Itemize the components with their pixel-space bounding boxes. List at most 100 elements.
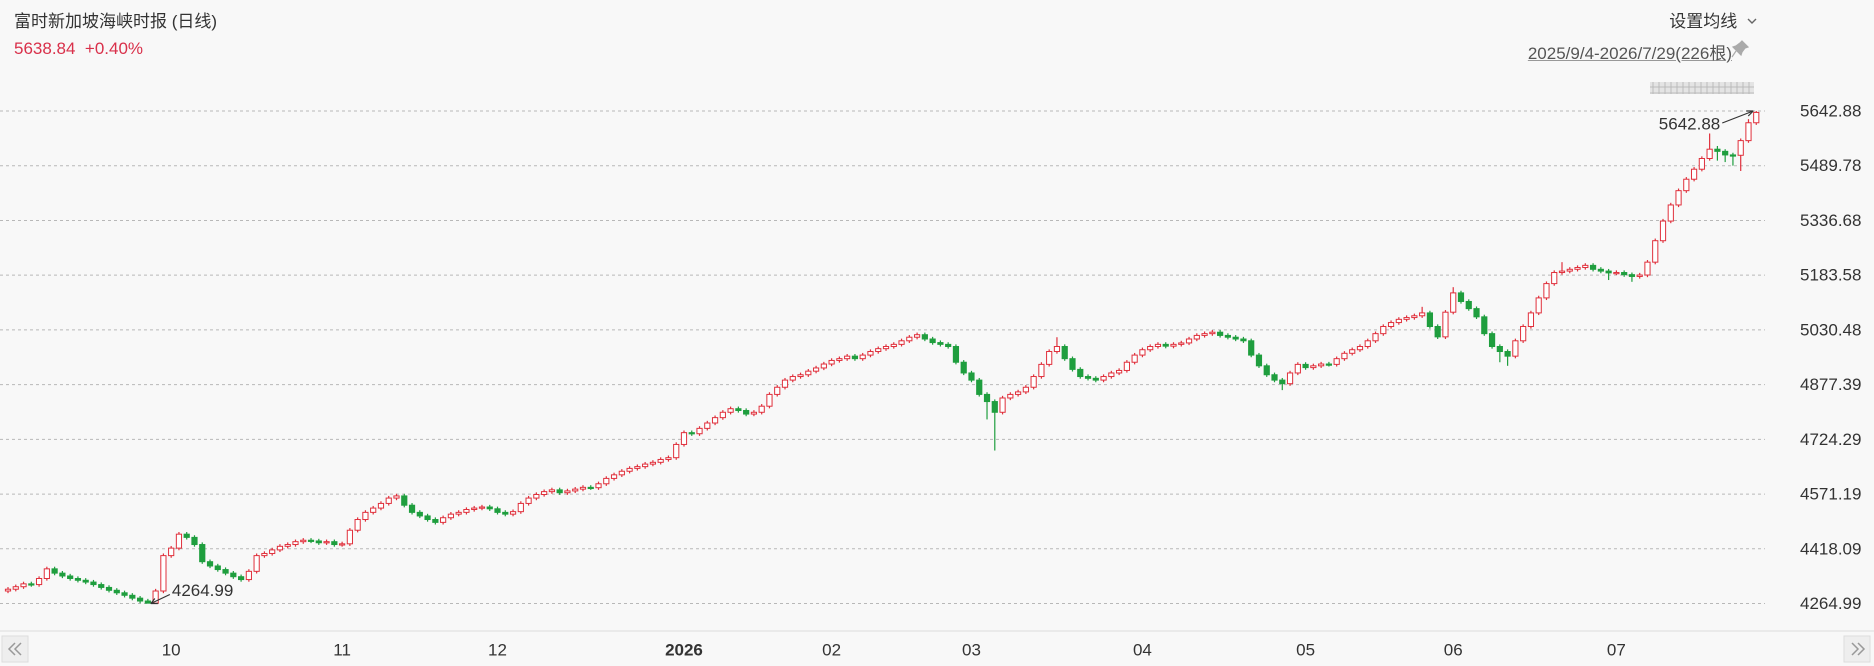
ma-setting-label: 设置均线 — [1669, 12, 1738, 31]
candle-body — [1395, 318, 1402, 324]
candle-body — [719, 411, 726, 419]
candle-body — [51, 568, 58, 574]
candle-body — [191, 536, 198, 546]
candle-body — [836, 358, 843, 361]
candle-body — [688, 432, 695, 435]
candle-body — [579, 486, 587, 490]
candle-body — [758, 405, 765, 413]
candle-body — [906, 336, 913, 342]
candle-body — [1566, 268, 1573, 272]
candle-body — [261, 552, 268, 557]
candle-body — [1450, 292, 1457, 313]
candle-body — [1737, 140, 1744, 156]
candle-body — [1139, 349, 1146, 356]
price-change: +0.40% — [84, 39, 144, 58]
candle-body — [1318, 363, 1325, 367]
candle-body — [844, 355, 851, 360]
candle-body — [1333, 358, 1340, 365]
candle-body — [1426, 312, 1434, 327]
candle-body — [1496, 346, 1503, 353]
candle-body — [362, 511, 369, 521]
candle-body — [315, 540, 322, 544]
candle-body — [1457, 292, 1465, 302]
candle-body — [1372, 333, 1379, 342]
x-tick-label: 06 — [1444, 640, 1463, 659]
candle-body — [1061, 346, 1068, 360]
candle-body — [1154, 343, 1162, 348]
candle-body — [572, 488, 579, 492]
candle-body — [657, 458, 664, 463]
candle-body — [1310, 365, 1317, 369]
candle-body — [1628, 274, 1636, 277]
candle-body — [432, 519, 439, 523]
candle-body — [1356, 346, 1364, 351]
x-tick-label: 05 — [1296, 640, 1315, 659]
candle-body — [1621, 272, 1628, 276]
date-range[interactable]: 2025/9/4-2026/7/29(226根) — [1527, 44, 1732, 63]
y-tick-label: 5030.48 — [1800, 320, 1861, 339]
candle-body — [346, 529, 353, 545]
candle-body — [913, 334, 921, 338]
ma-setting[interactable]: 设置均线 — [1669, 7, 1757, 32]
high-arrow — [1722, 110, 1754, 124]
range-slider[interactable] — [1650, 82, 1754, 94]
candle-body — [735, 408, 742, 411]
candle-body — [1520, 325, 1527, 342]
candle-body — [991, 401, 998, 413]
candle-body — [90, 581, 97, 586]
candle-body — [1092, 377, 1099, 381]
candle-body — [1178, 342, 1185, 345]
candle-body — [859, 354, 866, 360]
candle-body — [1193, 334, 1200, 340]
candle-body — [408, 504, 416, 513]
candle-body — [424, 515, 431, 521]
candle-body — [1667, 204, 1674, 222]
candle-body — [1325, 363, 1333, 366]
candle-body — [890, 343, 897, 348]
candle-body — [1271, 374, 1278, 381]
candle-body — [1558, 270, 1566, 274]
pin-icon[interactable] — [1730, 39, 1750, 59]
price-line: 5638.84 +0.40% — [14, 39, 143, 59]
candle-body — [1698, 157, 1705, 170]
candle-body — [1349, 349, 1356, 354]
candle-body — [595, 483, 602, 489]
x-tick-label: 04 — [1133, 640, 1152, 659]
candle-body — [1123, 361, 1130, 371]
candle-body — [307, 539, 315, 542]
y-tick-label: 5489.78 — [1800, 156, 1861, 175]
candle-body — [548, 489, 555, 493]
candle-body — [331, 541, 338, 546]
y-tick-label: 4264.99 — [1800, 594, 1861, 613]
candle-body — [1652, 240, 1659, 263]
candle-body — [1512, 340, 1519, 357]
candle-body — [634, 466, 641, 469]
candle-body — [1209, 331, 1216, 335]
candle-body — [447, 513, 454, 519]
candle-body — [1263, 365, 1270, 376]
x-tick-label: 11 — [333, 640, 351, 659]
candle-body — [952, 346, 960, 363]
candle-body — [1170, 343, 1177, 347]
candle-body — [774, 386, 781, 395]
candle-body — [618, 470, 625, 476]
candle-body — [1714, 148, 1721, 152]
candle-body — [673, 443, 680, 459]
candle-body — [525, 497, 532, 504]
candle-body — [711, 417, 719, 424]
candle-body — [98, 584, 105, 588]
candle-body — [1077, 368, 1084, 378]
candle-body — [74, 577, 82, 581]
candle-body — [1030, 376, 1037, 388]
candle-body — [43, 568, 50, 579]
candle-body — [1279, 379, 1286, 385]
candle-body — [999, 397, 1006, 413]
candle-body — [898, 340, 905, 345]
candle-body — [175, 533, 183, 549]
candle-body — [867, 351, 874, 356]
candle-body — [750, 411, 758, 415]
x-tick-label: 2026 — [665, 640, 703, 659]
candle-body — [812, 367, 820, 372]
candle-body — [1574, 267, 1581, 270]
candle-body — [245, 570, 252, 581]
